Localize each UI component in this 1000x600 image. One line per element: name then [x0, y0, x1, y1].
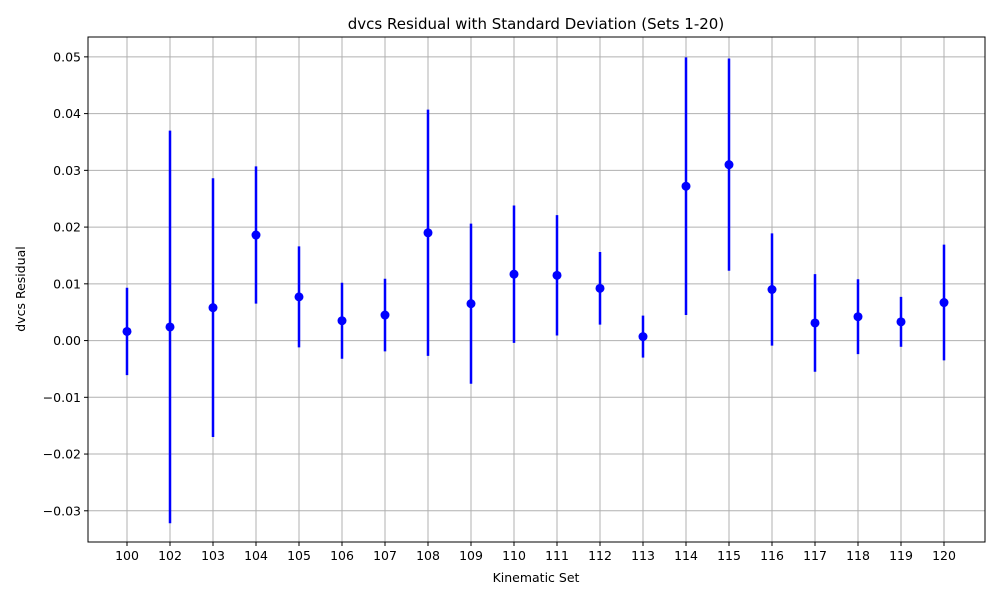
x-tick-label: 102 — [158, 548, 182, 563]
x-tick-label: 112 — [588, 548, 612, 563]
data-point — [853, 312, 863, 322]
data-point — [208, 303, 218, 313]
y-tick-label: 0.03 — [53, 163, 81, 178]
x-tick-label: 105 — [287, 548, 311, 563]
data-point — [595, 283, 605, 293]
x-tick-label: 104 — [244, 548, 268, 563]
x-tick-label: 119 — [889, 548, 913, 563]
y-axis-title: dvcs Residual — [13, 246, 28, 331]
y-tick-label: 0.04 — [53, 106, 81, 121]
x-tick-label: 114 — [674, 548, 698, 563]
x-tick-label: 120 — [932, 548, 956, 563]
x-tick-label: 117 — [803, 548, 827, 563]
x-tick-label: 115 — [717, 548, 741, 563]
y-tick-label: 0.00 — [53, 333, 81, 348]
y-tick-label: 0.01 — [53, 276, 81, 291]
x-tick-label: 113 — [631, 548, 655, 563]
data-point — [466, 299, 476, 309]
data-point — [810, 318, 820, 328]
data-point — [423, 228, 433, 238]
x-tick-label: 107 — [373, 548, 397, 563]
y-tick-label: −0.02 — [43, 447, 81, 462]
data-points — [122, 160, 949, 342]
data-point — [294, 292, 304, 302]
x-tick-label: 100 — [115, 548, 139, 563]
data-point — [681, 181, 691, 191]
data-point — [380, 310, 390, 320]
data-point — [165, 322, 175, 332]
data-point — [724, 160, 734, 170]
x-axis: 100 102 103 104 105 106 107 108 109 110 111 112 113 1… — [115, 542, 956, 563]
x-tick-label: 106 — [330, 548, 354, 563]
y-tick-label: −0.03 — [43, 503, 81, 518]
data-point — [509, 269, 519, 279]
x-axis-title: Kinematic Set — [493, 570, 580, 585]
y-tick-label: 0.02 — [53, 220, 81, 235]
data-point — [767, 285, 777, 294]
data-point — [552, 270, 562, 280]
y-axis: −0.03 −0.02 −0.01 0.00 0.01 0.02 0.03 0.04 0.05 — [43, 49, 88, 518]
data-point — [896, 317, 906, 327]
data-point — [638, 332, 648, 342]
data-point — [251, 230, 261, 240]
y-tick-label: 0.05 — [53, 49, 81, 64]
chart-title: dvcs Residual with Standard Deviation (S… — [348, 15, 724, 33]
data-point — [337, 316, 347, 326]
data-point — [122, 326, 132, 336]
y-tick-label: −0.01 — [43, 390, 81, 405]
x-tick-label: 108 — [416, 548, 440, 563]
x-tick-label: 111 — [545, 548, 569, 563]
x-tick-label: 118 — [846, 548, 870, 563]
x-tick-label: 109 — [459, 548, 483, 563]
x-tick-label: 110 — [502, 548, 526, 563]
x-tick-label: 103 — [201, 548, 225, 563]
data-point — [939, 298, 949, 308]
plot-frame — [87, 36, 986, 543]
x-tick-label: 116 — [760, 548, 784, 563]
